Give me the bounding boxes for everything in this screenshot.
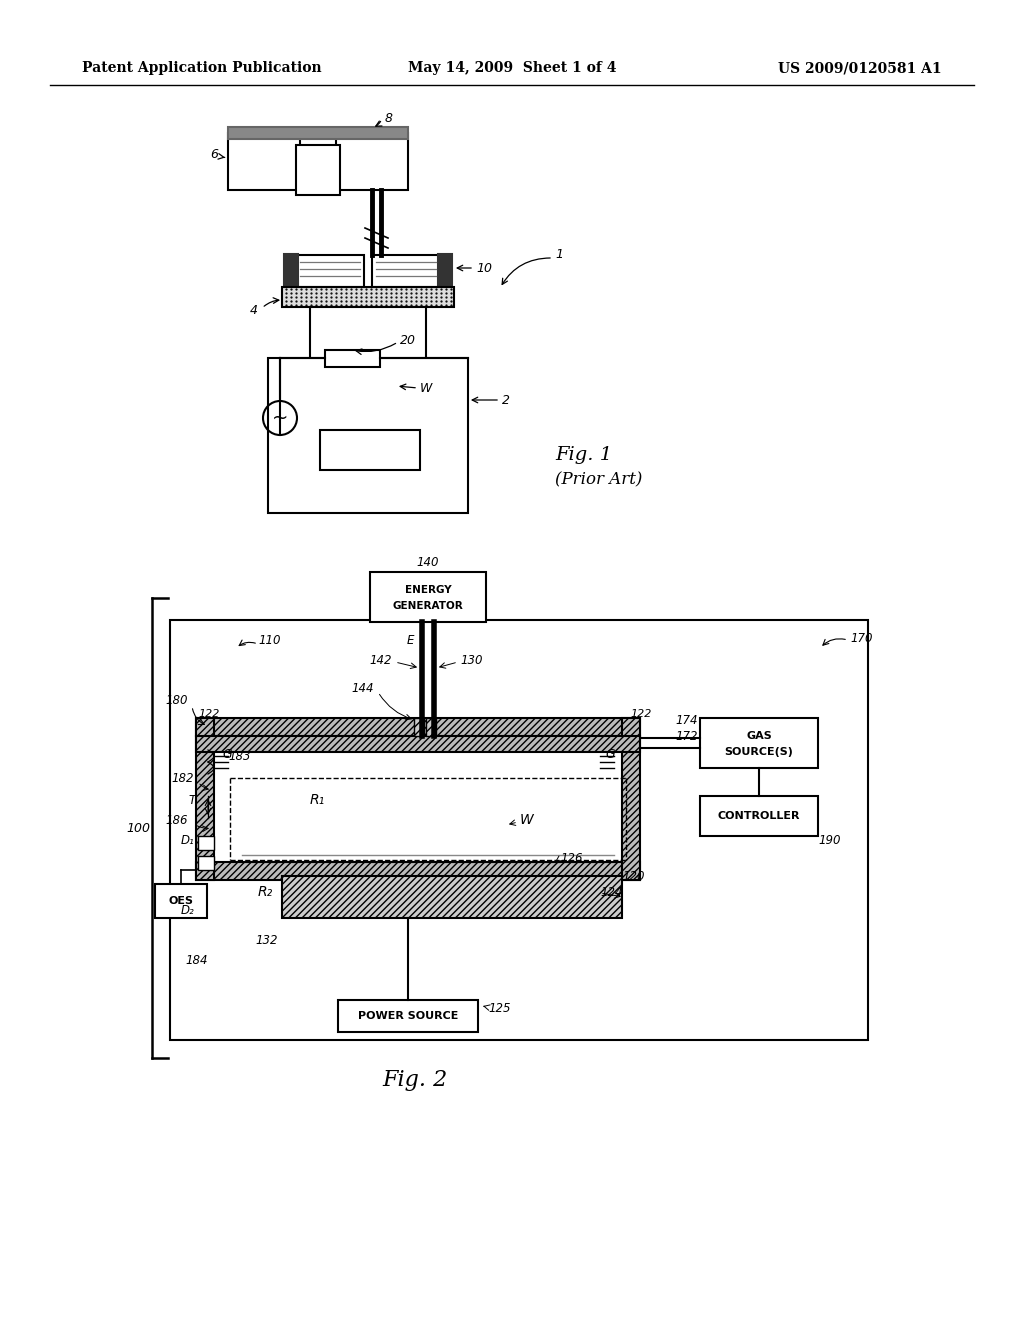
Text: 8: 8 — [385, 111, 393, 124]
Text: 126: 126 — [560, 851, 583, 865]
Text: W: W — [520, 813, 534, 828]
Text: GENERATOR: GENERATOR — [392, 601, 464, 611]
Bar — [268, 358, 468, 513]
Text: May 14, 2009  Sheet 1 of 4: May 14, 2009 Sheet 1 of 4 — [408, 61, 616, 75]
Bar — [170, 620, 868, 1040]
Bar — [282, 876, 622, 917]
Text: GAS: GAS — [746, 731, 772, 741]
Text: 20: 20 — [400, 334, 416, 346]
Text: G: G — [605, 747, 614, 760]
Text: 122: 122 — [198, 709, 219, 719]
Text: Fig. 2: Fig. 2 — [382, 1069, 447, 1092]
Text: G: G — [222, 747, 231, 760]
Text: 180: 180 — [166, 693, 188, 706]
Bar — [700, 796, 818, 836]
Text: 170: 170 — [850, 631, 872, 644]
Text: 4: 4 — [250, 304, 258, 317]
Bar — [296, 255, 364, 286]
Text: ENERGY: ENERGY — [404, 585, 452, 595]
Text: 142: 142 — [370, 653, 392, 667]
Text: T: T — [188, 793, 196, 807]
Bar — [228, 133, 300, 190]
Text: 120: 120 — [622, 870, 644, 883]
Text: ~: ~ — [271, 408, 288, 428]
Bar — [325, 350, 380, 367]
Text: CONTROLLER: CONTROLLER — [718, 810, 800, 821]
Bar — [155, 884, 207, 917]
Text: 100: 100 — [126, 821, 150, 834]
Text: E: E — [407, 634, 414, 647]
Bar — [198, 855, 214, 870]
Bar — [336, 133, 408, 190]
Text: D₁: D₁ — [180, 833, 194, 846]
Bar — [319, 430, 420, 470]
Text: R₁: R₁ — [310, 793, 326, 807]
Text: US 2009/0120581 A1: US 2009/0120581 A1 — [778, 61, 942, 75]
Bar — [282, 286, 454, 308]
Text: 140: 140 — [417, 556, 439, 569]
Text: 184: 184 — [185, 953, 208, 966]
Bar — [338, 1001, 478, 1032]
Bar — [310, 308, 426, 359]
Text: 125: 125 — [488, 1002, 511, 1015]
Bar — [438, 253, 452, 288]
Bar — [700, 718, 818, 768]
Bar — [196, 737, 640, 752]
Text: 190: 190 — [818, 833, 841, 846]
Bar — [196, 718, 214, 880]
Text: 10: 10 — [476, 261, 492, 275]
Text: 6: 6 — [210, 149, 218, 161]
Text: 183: 183 — [228, 750, 251, 763]
Text: 172: 172 — [676, 730, 698, 742]
Bar — [198, 836, 214, 850]
Text: OES: OES — [169, 896, 194, 906]
Bar — [284, 253, 298, 288]
Bar — [370, 572, 486, 622]
Text: 186: 186 — [166, 813, 188, 826]
Text: Fig. 1: Fig. 1 — [555, 446, 612, 465]
Text: R₂: R₂ — [258, 884, 273, 899]
Text: D₂: D₂ — [180, 903, 194, 916]
Bar — [228, 127, 408, 139]
Text: SOURCE(S): SOURCE(S) — [725, 747, 794, 756]
Text: 182: 182 — [171, 771, 194, 784]
Bar — [196, 718, 640, 737]
Text: 132: 132 — [255, 933, 278, 946]
Text: 122: 122 — [630, 709, 651, 719]
Bar — [414, 718, 424, 737]
Text: 1: 1 — [555, 248, 563, 261]
Text: 124: 124 — [600, 886, 623, 899]
Bar — [426, 718, 436, 737]
Text: 130: 130 — [460, 653, 482, 667]
Text: W: W — [420, 381, 432, 395]
Text: (Prior Art): (Prior Art) — [555, 471, 642, 488]
Bar — [372, 255, 440, 286]
Text: Patent Application Publication: Patent Application Publication — [82, 61, 322, 75]
Text: 110: 110 — [258, 634, 281, 647]
Text: 144: 144 — [351, 681, 374, 694]
Text: 174: 174 — [676, 714, 698, 726]
Bar — [296, 145, 340, 195]
Bar — [622, 718, 640, 880]
Bar — [196, 862, 640, 880]
Text: POWER SOURCE: POWER SOURCE — [357, 1011, 458, 1020]
Text: 2: 2 — [502, 393, 510, 407]
